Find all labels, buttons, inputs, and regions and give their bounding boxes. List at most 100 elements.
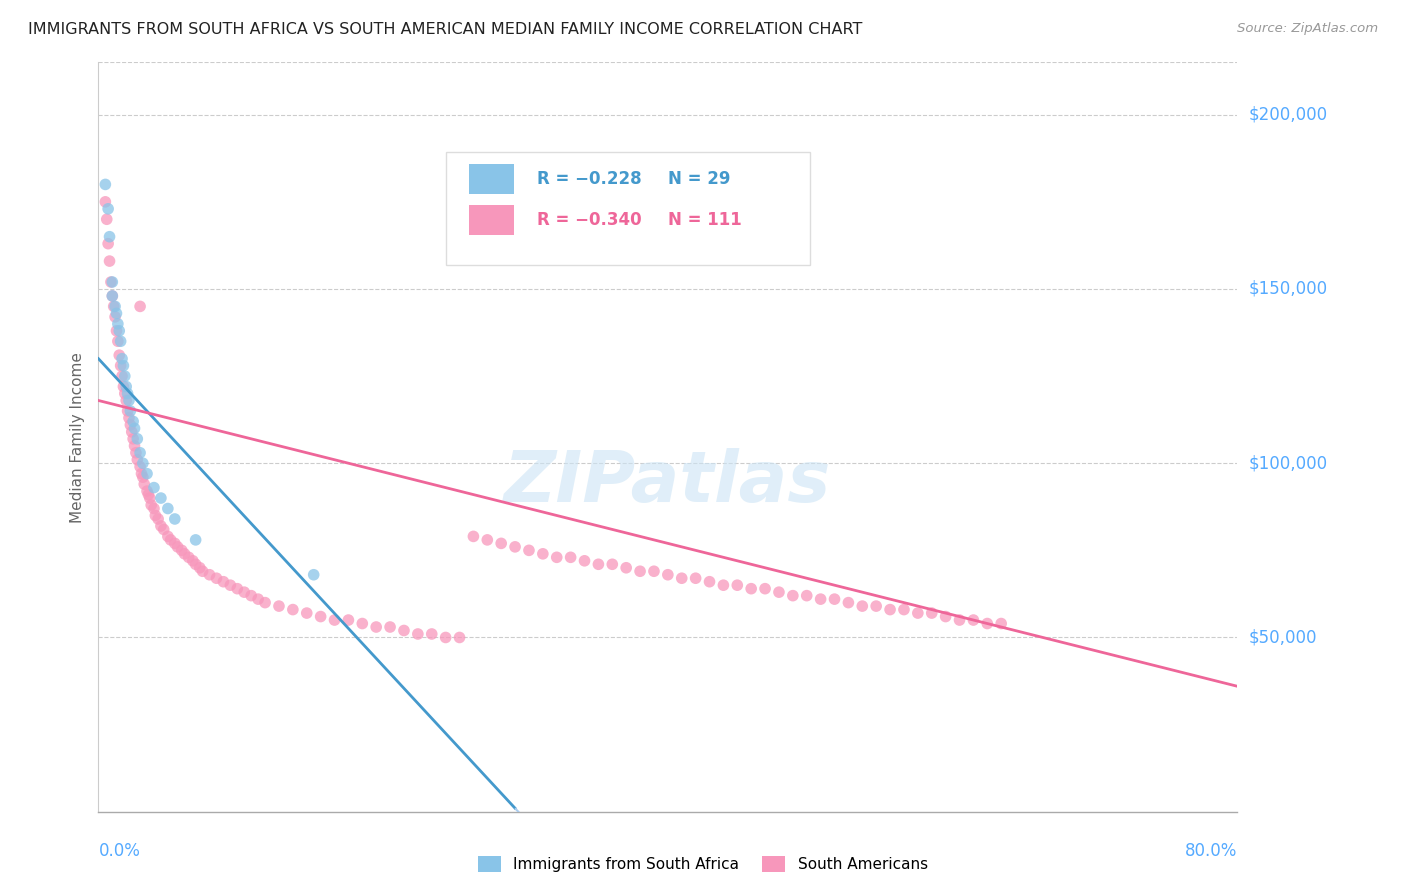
- Point: [406, 627, 429, 641]
- Point: [392, 624, 415, 638]
- Point: [132, 470, 155, 484]
- Point: [98, 254, 121, 268]
- Point: [517, 543, 540, 558]
- Text: $200,000: $200,000: [1249, 106, 1327, 124]
- Point: [233, 585, 256, 599]
- Point: [267, 599, 290, 613]
- Point: [219, 578, 242, 592]
- Point: [115, 393, 138, 408]
- Point: [120, 404, 142, 418]
- Point: [145, 508, 167, 523]
- Point: [114, 369, 136, 384]
- Point: [699, 574, 721, 589]
- Point: [114, 386, 136, 401]
- Text: Source: ZipAtlas.com: Source: ZipAtlas.com: [1237, 22, 1378, 36]
- Point: [173, 547, 195, 561]
- Point: [101, 289, 124, 303]
- Point: [121, 425, 143, 439]
- Point: [139, 491, 162, 505]
- Point: [352, 616, 374, 631]
- Point: [136, 484, 159, 499]
- Point: [159, 533, 181, 547]
- Point: [131, 467, 153, 481]
- Point: [240, 589, 263, 603]
- Point: [122, 414, 145, 428]
- Point: [112, 379, 135, 393]
- Point: [434, 631, 457, 645]
- Text: ZIPatlas: ZIPatlas: [505, 448, 831, 516]
- Point: [181, 554, 204, 568]
- Point: [893, 602, 915, 616]
- Point: [149, 491, 172, 505]
- Point: [156, 501, 179, 516]
- Text: 80.0%: 80.0%: [1185, 842, 1237, 860]
- Point: [948, 613, 970, 627]
- Point: [105, 324, 128, 338]
- Text: IMMIGRANTS FROM SOUTH AFRICA VS SOUTH AMERICAN MEDIAN FAMILY INCOME CORRELATION : IMMIGRANTS FROM SOUTH AFRICA VS SOUTH AM…: [28, 22, 862, 37]
- Point: [138, 487, 160, 501]
- Point: [990, 616, 1012, 631]
- Point: [108, 324, 131, 338]
- Point: [935, 609, 957, 624]
- Point: [685, 571, 707, 585]
- Legend: Immigrants from South Africa, South Americans: Immigrants from South Africa, South Amer…: [471, 848, 935, 880]
- Point: [489, 536, 512, 550]
- Point: [118, 393, 141, 408]
- Point: [420, 627, 443, 641]
- Point: [101, 275, 124, 289]
- Point: [309, 609, 332, 624]
- Point: [94, 194, 117, 209]
- Point: [98, 229, 121, 244]
- Point: [560, 550, 582, 565]
- Text: $150,000: $150,000: [1249, 280, 1327, 298]
- Point: [962, 613, 984, 627]
- Point: [198, 567, 221, 582]
- Point: [477, 533, 499, 547]
- Point: [146, 512, 169, 526]
- Point: [378, 620, 401, 634]
- Point: [191, 564, 214, 578]
- Point: [824, 592, 846, 607]
- Point: [907, 606, 929, 620]
- Point: [104, 299, 127, 313]
- Point: [810, 592, 832, 607]
- Point: [112, 359, 135, 373]
- Point: [628, 564, 651, 578]
- Point: [295, 606, 318, 620]
- Point: [129, 446, 152, 460]
- Point: [105, 306, 128, 320]
- Point: [124, 439, 146, 453]
- Point: [796, 589, 818, 603]
- Point: [643, 564, 665, 578]
- Text: N = 111: N = 111: [668, 211, 741, 228]
- Text: R = −0.340: R = −0.340: [537, 211, 641, 228]
- Point: [713, 578, 735, 592]
- Point: [129, 459, 152, 474]
- Point: [127, 452, 149, 467]
- Text: $50,000: $50,000: [1249, 629, 1317, 647]
- Point: [156, 529, 179, 543]
- Point: [768, 585, 790, 599]
- Point: [184, 558, 207, 572]
- Point: [166, 540, 188, 554]
- Point: [111, 369, 134, 384]
- Text: N = 29: N = 29: [668, 169, 730, 187]
- Point: [503, 540, 526, 554]
- Point: [754, 582, 776, 596]
- Point: [921, 606, 943, 620]
- Point: [177, 550, 200, 565]
- Point: [865, 599, 887, 613]
- Point: [124, 421, 146, 435]
- Point: [111, 351, 134, 366]
- Point: [100, 275, 122, 289]
- Point: [107, 317, 129, 331]
- Point: [163, 512, 186, 526]
- Point: [129, 299, 152, 313]
- Point: [125, 446, 148, 460]
- Point: [657, 567, 679, 582]
- Point: [103, 299, 125, 313]
- Bar: [468, 205, 515, 235]
- Point: [141, 498, 163, 512]
- Text: R = −0.228: R = −0.228: [537, 169, 641, 187]
- Point: [117, 386, 139, 401]
